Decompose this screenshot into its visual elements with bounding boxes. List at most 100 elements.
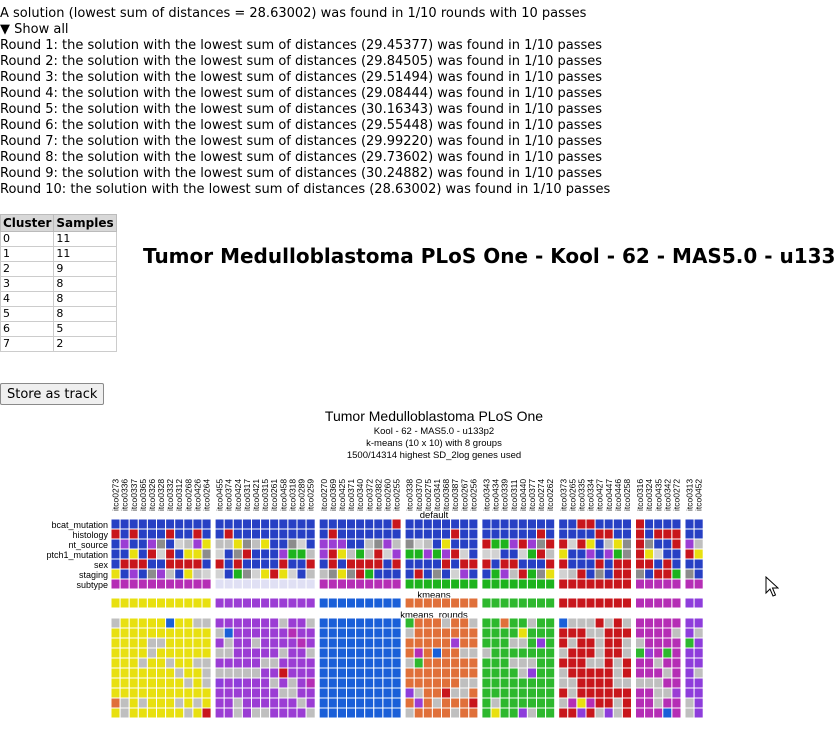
- rounds-cell: [536, 707, 547, 719]
- annotation-cell: [223, 518, 234, 530]
- rounds-cell: [459, 657, 470, 669]
- annotation-cell: [346, 578, 357, 590]
- annotation-cell: [287, 558, 298, 570]
- cluster-cell: 2: [0, 261, 55, 277]
- annotation-cell: [508, 518, 519, 530]
- rounds-cell: [183, 637, 194, 649]
- annotation-cell: [137, 548, 148, 560]
- rounds-cell: [693, 617, 704, 629]
- annotation-cell: [653, 548, 664, 560]
- rounds-cell: [318, 667, 329, 679]
- kmeans-cell: [278, 597, 289, 609]
- rounds-cell: [318, 637, 329, 649]
- column-header-samples[interactable]: Samples: [53, 214, 117, 232]
- rounds-cell: [223, 627, 234, 639]
- annotation-cell: [422, 518, 433, 530]
- rounds-cell: [336, 707, 347, 719]
- annotation-cell: [413, 528, 424, 540]
- rounds-cell: [355, 667, 366, 679]
- rounds-cell: [404, 657, 415, 669]
- annotation-cell: [404, 528, 415, 540]
- kmeans-cell: [146, 597, 157, 609]
- kmeans-cell: [327, 597, 338, 609]
- annotation-cell: [174, 578, 185, 590]
- annotation-cell: [585, 558, 596, 570]
- rounds-cell: [653, 677, 664, 689]
- rounds-cell: [441, 637, 452, 649]
- annotation-cell: [251, 518, 262, 530]
- show-all-toggle[interactable]: ▼ Show all: [0, 22, 69, 38]
- annotation-cell: [499, 568, 510, 580]
- rounds-cell: [558, 627, 569, 639]
- rounds-cell: [269, 667, 280, 679]
- sample-label: itco0275: [423, 479, 433, 511]
- annotation-cell: [499, 518, 510, 530]
- rounds-cell: [508, 627, 519, 639]
- rounds-cell: [662, 657, 673, 669]
- rounds-cell: [585, 707, 596, 719]
- sample-label: itco0324: [644, 479, 654, 511]
- rounds-cell: [508, 697, 519, 709]
- annotation-cell: [693, 568, 704, 580]
- rounds-cell: [567, 707, 578, 719]
- rounds-cell: [545, 687, 556, 699]
- rounds-cell: [594, 657, 605, 669]
- sample-label: itco0332: [165, 479, 175, 511]
- annotation-cell: [603, 568, 614, 580]
- annotation-cell: [183, 548, 194, 560]
- annotation-cell: [214, 548, 225, 560]
- store-as-track-button[interactable]: Store as track: [0, 383, 105, 405]
- rounds-cell: [137, 677, 148, 689]
- rounds-cell: [214, 697, 225, 709]
- annotation-cell: [232, 548, 243, 560]
- sample-label: itco0338: [405, 479, 415, 511]
- kmeans-cell: [576, 597, 587, 609]
- annotation-cell: [404, 548, 415, 560]
- rounds-cell: [684, 647, 695, 659]
- round-line: Round 7: the solution with the lowest su…: [0, 134, 603, 149]
- annotation-cell: [260, 518, 271, 530]
- rounds-cell: [318, 707, 329, 719]
- annotation-cell: [287, 568, 298, 580]
- rounds-cell: [671, 667, 682, 679]
- annotation-cell: [269, 578, 280, 590]
- samples-cell: 2: [53, 336, 117, 352]
- sample-label: itco0317: [242, 479, 252, 511]
- rounds-cell: [536, 667, 547, 679]
- annotation-cell: [201, 578, 212, 590]
- kmeans-cell: [373, 597, 384, 609]
- rounds-cell: [585, 667, 596, 679]
- annotation-cell: [183, 518, 194, 530]
- rounds-cell: [156, 627, 167, 639]
- rounds-cell: [481, 617, 492, 629]
- rounds-cell: [671, 657, 682, 669]
- annotation-cell: [508, 538, 519, 550]
- annotation-cell: [287, 578, 298, 590]
- rounds-cell: [603, 697, 614, 709]
- sample-label: itco0377: [527, 479, 537, 511]
- annotation-cell: [684, 568, 695, 580]
- annotation-cell: [305, 538, 316, 550]
- annotation-cell: [585, 528, 596, 540]
- annotation-cell: [214, 578, 225, 590]
- rounds-cell: [165, 687, 176, 699]
- annotation-cell: [422, 568, 433, 580]
- rounds-cell: [594, 687, 605, 699]
- rounds-cell: [192, 697, 203, 709]
- sample-label: itco0264: [202, 479, 212, 511]
- rounds-cell: [214, 657, 225, 669]
- annotation-cell: [662, 528, 673, 540]
- annotation-cell: [603, 578, 614, 590]
- annotation-cell: [214, 538, 225, 550]
- annotation-cell: [644, 518, 655, 530]
- rounds-cell: [128, 707, 139, 719]
- rounds-cell: [251, 667, 262, 679]
- sample-label: itco0268: [183, 479, 193, 511]
- annotation-cell: [269, 558, 280, 570]
- annotation-cell: [662, 548, 673, 560]
- rounds-cell: [545, 627, 556, 639]
- rounds-cell: [232, 627, 243, 639]
- column-header-cluster[interactable]: Cluster: [0, 214, 55, 232]
